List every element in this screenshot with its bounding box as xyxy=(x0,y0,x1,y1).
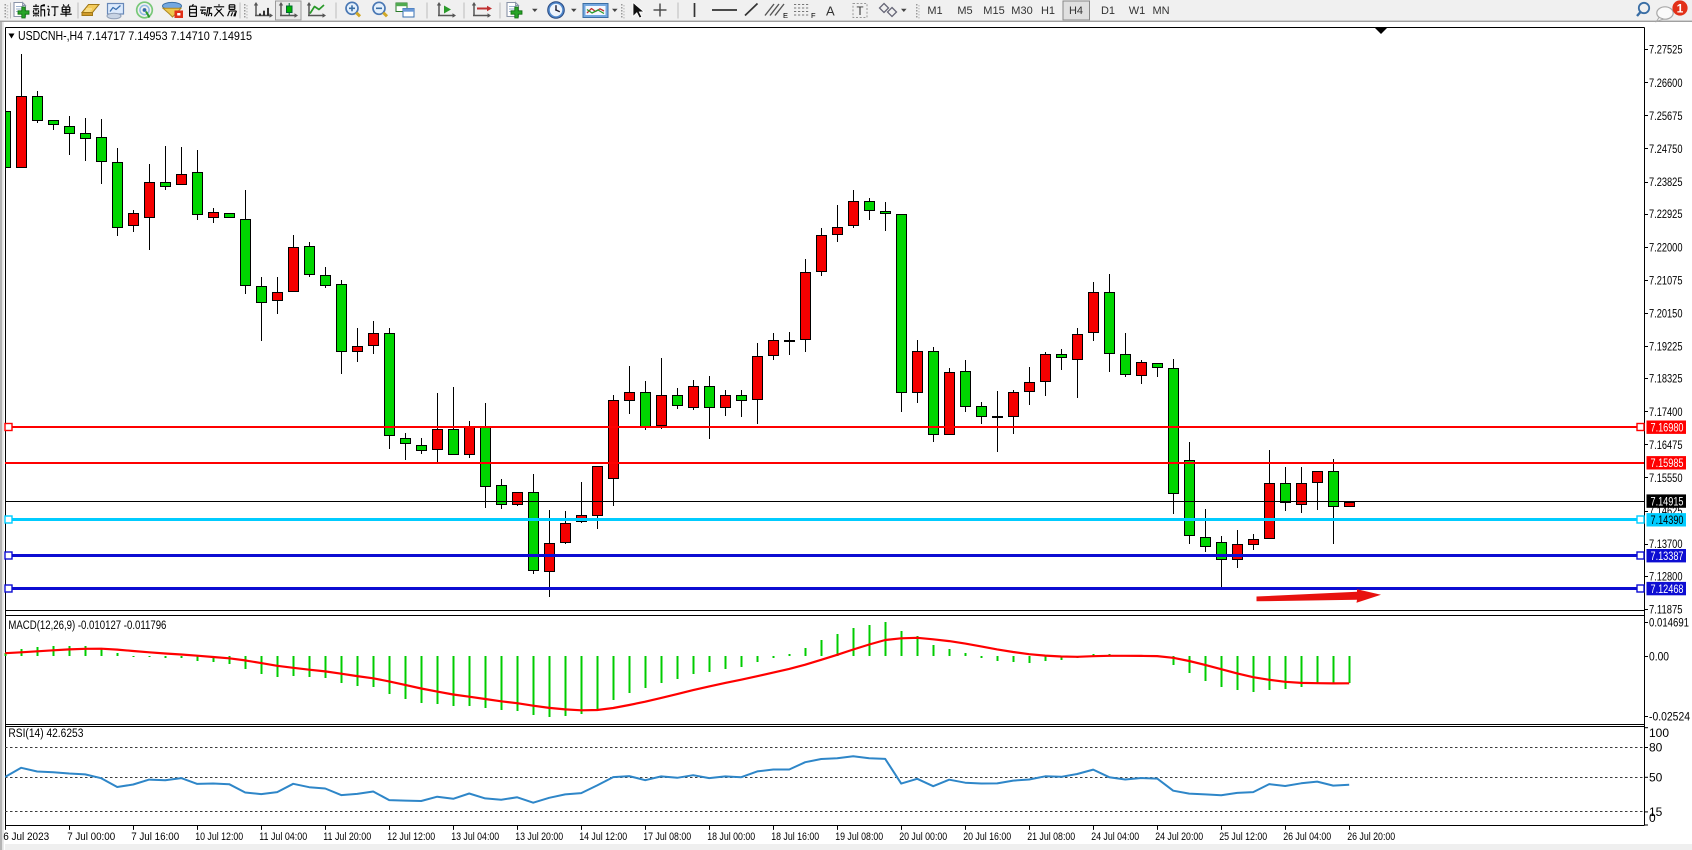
svg-text:7.24750: 7.24750 xyxy=(1649,142,1683,156)
svg-text:13 Jul 04:00: 13 Jul 04:00 xyxy=(451,831,499,843)
svg-text:7.20150: 7.20150 xyxy=(1649,307,1683,321)
svg-text:-0.02524: -0.02524 xyxy=(1649,710,1690,724)
svg-text:7.21075: 7.21075 xyxy=(1649,273,1683,287)
svg-text:MN: MN xyxy=(1152,5,1169,17)
svg-text:H1: H1 xyxy=(1041,5,1055,17)
svg-text:7.16980: 7.16980 xyxy=(1651,420,1684,434)
svg-text:W1: W1 xyxy=(1129,5,1146,17)
svg-text:6 Jul 2023: 6 Jul 2023 xyxy=(3,831,49,843)
svg-text:100: 100 xyxy=(1649,726,1669,740)
svg-text:7.13700: 7.13700 xyxy=(1649,537,1683,551)
svg-text:7.22000: 7.22000 xyxy=(1649,240,1683,254)
svg-text:7 Jul 16:00: 7 Jul 16:00 xyxy=(131,831,179,843)
svg-text:18 Jul 16:00: 18 Jul 16:00 xyxy=(771,831,819,843)
svg-text:7.27525: 7.27525 xyxy=(1649,43,1683,57)
svg-text:A: A xyxy=(826,4,835,19)
svg-text:7.26600: 7.26600 xyxy=(1649,76,1683,90)
svg-text:7.15985: 7.15985 xyxy=(1651,456,1684,470)
svg-text:25 Jul 12:00: 25 Jul 12:00 xyxy=(1219,831,1267,843)
svg-text:E: E xyxy=(783,11,788,20)
svg-text:7.17400: 7.17400 xyxy=(1649,405,1683,419)
svg-text:7.14915: 7.14915 xyxy=(1651,494,1684,508)
svg-text:50: 50 xyxy=(1649,770,1663,784)
svg-text:19 Jul 08:00: 19 Jul 08:00 xyxy=(835,831,883,843)
svg-text:7.18325: 7.18325 xyxy=(1649,372,1683,386)
svg-text:T: T xyxy=(857,6,864,18)
svg-text:12 Jul 12:00: 12 Jul 12:00 xyxy=(387,831,435,843)
svg-text:M1: M1 xyxy=(927,5,942,17)
svg-text:7.12468: 7.12468 xyxy=(1651,582,1684,596)
svg-text:7.25675: 7.25675 xyxy=(1649,109,1683,123)
svg-text:7.19225: 7.19225 xyxy=(1649,340,1683,354)
svg-text:7.14717 7.14953 7.14710 7.1491: 7.14717 7.14953 7.14710 7.14915 xyxy=(86,29,252,43)
svg-text:F: F xyxy=(811,11,816,20)
svg-text:26 Jul 04:00: 26 Jul 04:00 xyxy=(1283,831,1331,843)
svg-text:15: 15 xyxy=(1649,805,1663,819)
svg-text:14 Jul 12:00: 14 Jul 12:00 xyxy=(579,831,627,843)
svg-text:11 Jul 04:00: 11 Jul 04:00 xyxy=(259,831,307,843)
svg-text:7.22925: 7.22925 xyxy=(1649,207,1683,221)
svg-text:H4: H4 xyxy=(1069,5,1083,17)
svg-text:26 Jul 20:00: 26 Jul 20:00 xyxy=(1347,831,1395,843)
svg-text:20 Jul 00:00: 20 Jul 00:00 xyxy=(899,831,947,843)
svg-text:24 Jul 04:00: 24 Jul 04:00 xyxy=(1091,831,1139,843)
svg-text:M5: M5 xyxy=(957,5,972,17)
svg-text:1: 1 xyxy=(1677,1,1684,15)
svg-text:17 Jul 08:00: 17 Jul 08:00 xyxy=(643,831,691,843)
svg-text:10 Jul 12:00: 10 Jul 12:00 xyxy=(195,831,243,843)
svg-text:M15: M15 xyxy=(983,5,1004,17)
svg-text:7.14390: 7.14390 xyxy=(1651,513,1684,527)
svg-text:80: 80 xyxy=(1649,741,1663,755)
svg-text:USDCNH-,H4: USDCNH-,H4 xyxy=(18,29,83,43)
svg-text:M30: M30 xyxy=(1011,5,1032,17)
svg-text:0.014691: 0.014691 xyxy=(1649,616,1689,630)
svg-text:7.11875: 7.11875 xyxy=(1649,602,1683,616)
svg-text:7.12800: 7.12800 xyxy=(1649,569,1683,583)
svg-text:7.23825: 7.23825 xyxy=(1649,175,1683,189)
svg-text:13 Jul 20:00: 13 Jul 20:00 xyxy=(515,831,563,843)
svg-text:11 Jul 20:00: 11 Jul 20:00 xyxy=(323,831,371,843)
svg-text:0.00: 0.00 xyxy=(1649,650,1669,664)
svg-text:RSI(14) 42.6253: RSI(14) 42.6253 xyxy=(8,728,83,740)
svg-text:7.16475: 7.16475 xyxy=(1649,438,1683,452)
svg-text:20 Jul 16:00: 20 Jul 16:00 xyxy=(963,831,1011,843)
svg-text:MACD(12,26,9) -0.010127 -0.011: MACD(12,26,9) -0.010127 -0.011796 xyxy=(8,620,166,632)
svg-text:7.15550: 7.15550 xyxy=(1649,471,1683,485)
svg-text:18 Jul 00:00: 18 Jul 00:00 xyxy=(707,831,755,843)
svg-text:24 Jul 20:00: 24 Jul 20:00 xyxy=(1155,831,1203,843)
svg-text:0: 0 xyxy=(1649,811,1656,825)
svg-text:D1: D1 xyxy=(1101,5,1115,17)
svg-text:21 Jul 08:00: 21 Jul 08:00 xyxy=(1027,831,1075,843)
svg-text:7 Jul 00:00: 7 Jul 00:00 xyxy=(67,831,115,843)
svg-text:7.13387: 7.13387 xyxy=(1651,549,1684,563)
